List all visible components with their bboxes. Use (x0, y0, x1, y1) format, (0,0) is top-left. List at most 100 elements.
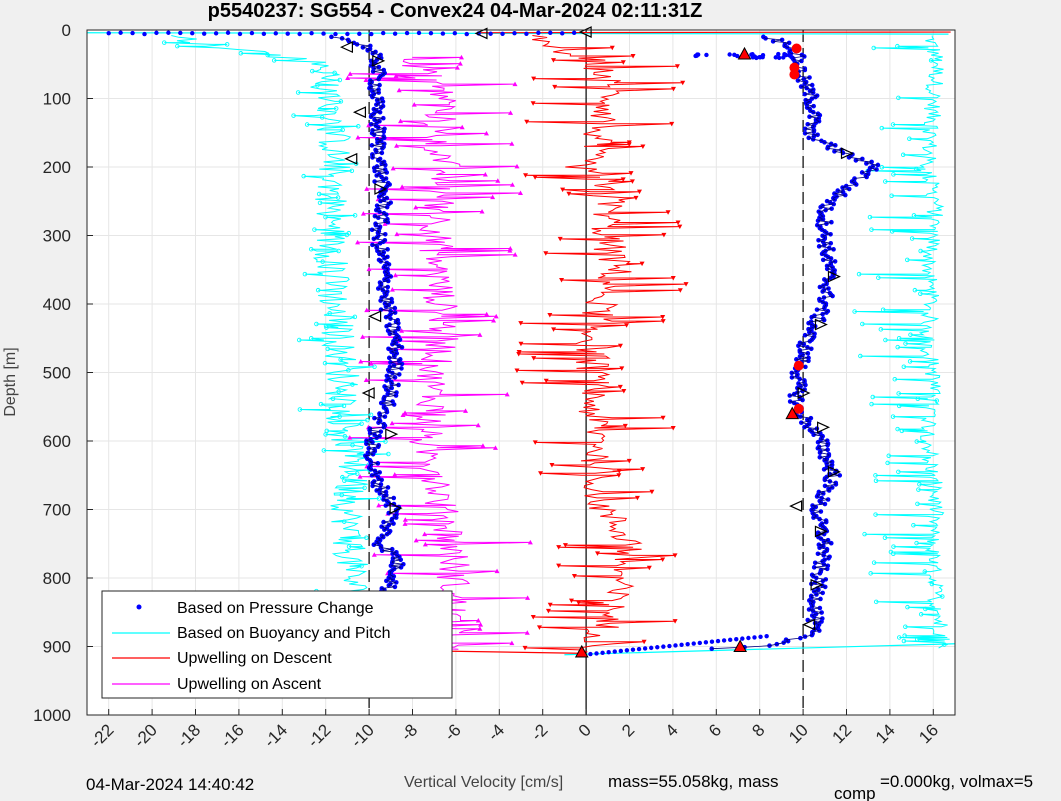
pressure-bottom-point (661, 644, 666, 649)
pressure-surface-point (773, 55, 778, 60)
y-tick-label: 200 (43, 158, 71, 177)
open-triangle-right-marker (389, 502, 403, 515)
pressure-surface-point (142, 31, 147, 37)
pressure-bottom-point (758, 634, 763, 639)
upwelling-descent-marker (680, 80, 686, 86)
x-tick-label: 6 (705, 720, 725, 740)
pressure-surface-point (735, 53, 740, 59)
open-triangle-right-marker (810, 578, 824, 591)
upwelling-ascent-marker (396, 87, 402, 93)
pressure-bottom-point (612, 649, 617, 654)
x-tick-label: -6 (441, 720, 465, 744)
pressure-surface-point (750, 52, 755, 57)
pressure-bottom-point (734, 637, 739, 642)
open-triangle-left-marker (339, 41, 353, 54)
pressure-bottom-point (655, 645, 660, 650)
pressure-bottom-point (649, 645, 654, 651)
open-triangle-left-marker (344, 152, 358, 165)
pressure-surface-point (392, 31, 398, 36)
legend-item-buoyancy: Based on Buoyancy and Pitch (112, 625, 390, 642)
footer-mass-comp-subscript: comp (834, 784, 876, 801)
pressure-surface-point (225, 30, 231, 35)
x-axis-label: Vertical Velocity [cm/s] (404, 774, 563, 791)
open-triangle-left-marker (368, 310, 382, 323)
upwelling-ascent-marker (389, 420, 395, 426)
pressure-bottom-point (600, 650, 605, 656)
pressure-surface-point (776, 51, 781, 57)
upwelling-ascent-marker (507, 246, 513, 251)
y-tick-label: 400 (43, 295, 71, 314)
buoyancy-descent-line (854, 35, 950, 649)
upwelling-descent-marker (669, 121, 675, 127)
pressure-surface-point (488, 31, 493, 36)
x-tick-label: -4 (484, 720, 508, 744)
pressure-bottom-point (636, 646, 642, 652)
pressure-surface-point (154, 30, 159, 36)
pressure-bottom-point (642, 646, 648, 651)
y-tick-label: 300 (43, 227, 71, 246)
upwelling-ascent-marker (457, 61, 463, 66)
pressure-bottom-point (703, 640, 709, 645)
y-tick-label: 900 (43, 638, 71, 657)
upwelling-descent-marker (514, 368, 520, 373)
legend: Based on Pressure Change Based on Buoyan… (101, 590, 453, 699)
legend-swatch-pressure (136, 604, 142, 610)
pressure-surface-point (118, 30, 123, 35)
open-triangle-right-marker (827, 465, 841, 478)
pressure-surface-point (297, 31, 302, 37)
pressure-bottom-point (606, 649, 611, 655)
red-circle-marker (793, 360, 804, 371)
pressure-surface-point (309, 30, 314, 36)
x-tick-label: -22 (87, 720, 118, 751)
chart-title: p5540237: SG554 - Convex24 04-Mar-2024 0… (208, 0, 703, 22)
pressure-surface-point (760, 55, 765, 60)
pressure-bottom-point (594, 651, 599, 656)
pressure-surface-point (560, 31, 565, 36)
footer-volmax: =0.000kg, volmax=5 (880, 772, 1033, 791)
legend-label-pressure: Based on Pressure Change (177, 600, 374, 617)
red-circle-marker (789, 62, 800, 73)
pressure-surface-point (106, 30, 111, 36)
footer-mass: mass=55.058kg, mass (608, 772, 779, 791)
red-circle-marker (791, 43, 802, 54)
pressure-surface-point (428, 30, 434, 36)
pressure-bottom-point (764, 633, 769, 639)
pressure-ascent-line (331, 36, 404, 650)
pressure-surface-point (500, 31, 505, 37)
x-tick-label: 12 (829, 720, 856, 747)
upwelling-descent-marker (550, 58, 556, 63)
red-triangle-marker (574, 644, 589, 658)
upwelling-descent-marker (674, 64, 680, 69)
pressure-surface-point (512, 30, 517, 36)
pressure-surface-point (273, 31, 278, 36)
pressure-surface-point (704, 52, 709, 58)
x-tick-label: -16 (217, 720, 248, 751)
pressure-bottom-point (715, 638, 721, 644)
upwelling-descent-marker (620, 60, 626, 65)
upwelling-ascent-marker (398, 118, 404, 124)
upwelling-descent-marker (518, 341, 524, 347)
x-tick-label: -12 (304, 720, 335, 751)
pressure-surface-point (178, 30, 183, 36)
legend-item-pressure: Based on Pressure Change (136, 600, 374, 617)
pressure-descent-line (711, 36, 879, 650)
pressure-bottom-point (618, 648, 624, 654)
open-triangle-right-marker (827, 270, 841, 283)
upwelling-descent-marker (530, 615, 536, 620)
upwelling-descent-marker (543, 251, 549, 256)
pressure-surface-point (694, 53, 699, 58)
open-triangle-right-marker (797, 387, 811, 399)
pressure-bottom-point (679, 642, 684, 647)
x-tick-label: -2 (527, 720, 551, 744)
pressure-surface-point (524, 31, 529, 36)
pressure-surface-point (249, 30, 255, 36)
pressure-surface-point (548, 30, 553, 35)
upwelling-ascent-marker (422, 541, 428, 547)
pressure-bottom-point (685, 641, 690, 647)
pressure-surface-point (536, 30, 541, 35)
upwelling-descent-marker (518, 321, 524, 326)
open-triangle-left-marker (802, 618, 816, 631)
upwelling-ascent-marker (475, 422, 481, 428)
x-tick-label: -10 (347, 720, 378, 751)
